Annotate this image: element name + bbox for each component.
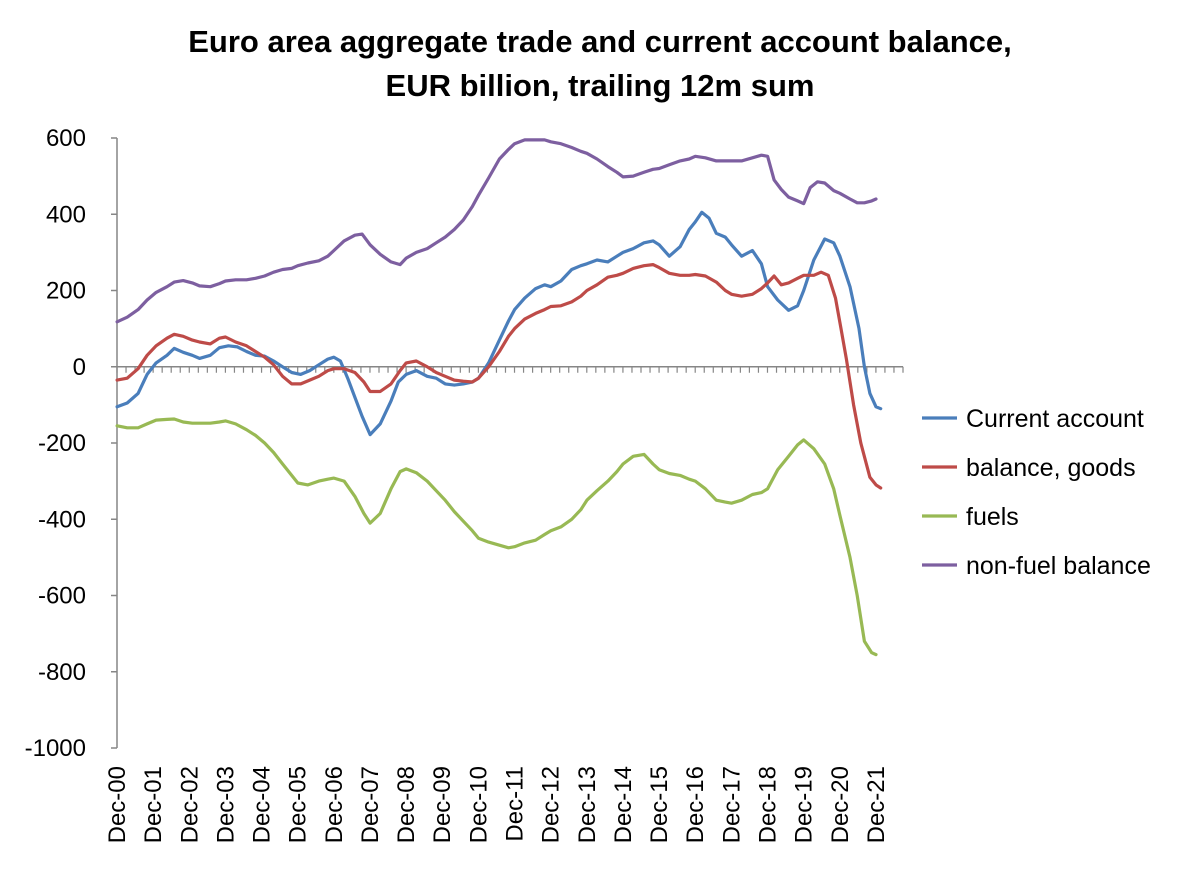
x-tick-label: Dec-08 xyxy=(393,766,420,843)
x-tick-label: Dec-02 xyxy=(176,766,203,843)
y-tick-label: -1000 xyxy=(25,735,86,762)
legend-label: non-fuel balance xyxy=(966,552,1151,580)
x-tick-label: Dec-12 xyxy=(538,766,565,843)
legend-label: fuels xyxy=(966,503,1019,531)
x-tick-label: Dec-21 xyxy=(863,766,890,843)
y-tick-label: -200 xyxy=(38,430,86,457)
x-tick-label: Dec-00 xyxy=(104,766,131,843)
legend: Current account balance, goods fuels non-fu… xyxy=(922,405,1151,580)
x-tick-label: Dec-18 xyxy=(754,766,781,843)
x-tick-label: Dec-04 xyxy=(249,766,276,843)
x-tick-label: Dec-09 xyxy=(429,766,456,843)
y-tick-label: -800 xyxy=(38,659,86,686)
y-tick-label: 400 xyxy=(46,201,86,228)
x-tick-label: Dec-11 xyxy=(502,766,529,842)
chart-title-line-1: Euro area aggregate trade and current ac… xyxy=(188,24,1012,59)
y-tick-label: -600 xyxy=(38,583,86,610)
x-tick-label: Dec-10 xyxy=(465,766,492,843)
x-tick-label: Dec-03 xyxy=(212,766,239,843)
x-tick-label: Dec-06 xyxy=(321,766,348,843)
x-axis: Dec-00 Dec-01 Dec-02 Dec-03 Dec-04 Dec-05 Dec-… xyxy=(104,366,904,843)
series-layer xyxy=(115,138,883,657)
x-tick-label: Dec-14 xyxy=(610,766,637,843)
y-axis: 600 400 200 0 -200 -400 -600 -800 -1000 xyxy=(25,125,118,762)
x-tick-label: Dec-15 xyxy=(646,766,673,843)
x-tick-label: Dec-05 xyxy=(285,766,312,843)
x-tick-label: Dec-13 xyxy=(574,766,601,843)
chart-title: Euro area aggregate trade and current ac… xyxy=(0,20,1200,108)
x-tick-label: Dec-07 xyxy=(357,766,384,843)
x-tick-label: Dec-20 xyxy=(827,766,854,843)
y-tick-label: -400 xyxy=(38,506,86,533)
legend-label: Current account xyxy=(966,405,1144,433)
x-tick-label: Dec-19 xyxy=(791,766,818,843)
x-tick-label: Dec-01 xyxy=(140,766,167,843)
y-tick-label: 0 xyxy=(73,354,86,381)
y-tick-label: 600 xyxy=(46,125,86,152)
series-line-fuels xyxy=(115,417,878,657)
series-line-balance-goods xyxy=(115,263,883,490)
x-tick-label: Dec-17 xyxy=(718,766,745,843)
series-line-non-fuel-balance xyxy=(115,138,878,324)
series-line-current-account xyxy=(115,210,883,437)
legend-label: balance, goods xyxy=(966,454,1136,482)
x-tick-label: Dec-16 xyxy=(682,766,709,843)
y-tick-label: 200 xyxy=(46,278,86,305)
chart-title-line-2: EUR billion, trailing 12m sum xyxy=(385,68,815,103)
